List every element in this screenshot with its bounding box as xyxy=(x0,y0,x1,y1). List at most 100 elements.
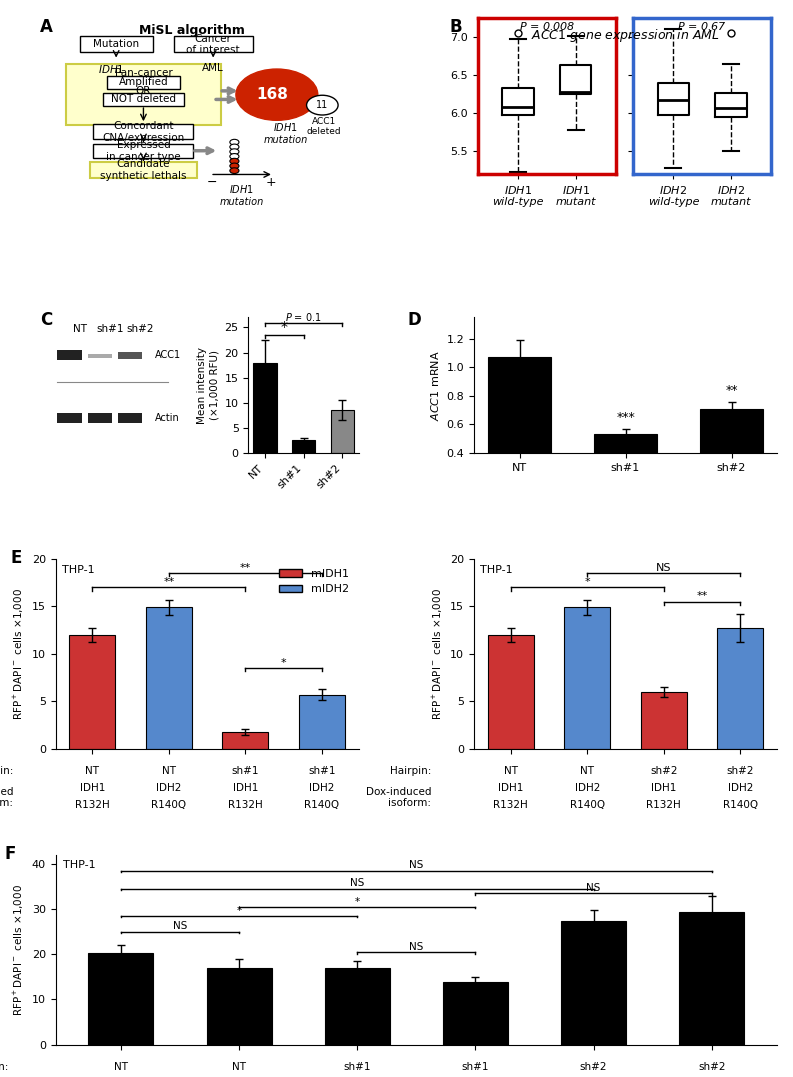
Text: NS: NS xyxy=(409,861,423,870)
Legend: mIDH1, mIDH2: mIDH1, mIDH2 xyxy=(275,564,353,599)
Text: sh#2: sh#2 xyxy=(726,766,754,775)
Text: sh#2: sh#2 xyxy=(650,766,677,775)
Text: MiSL algorithm: MiSL algorithm xyxy=(139,25,245,38)
Text: R132H: R132H xyxy=(646,800,681,810)
FancyBboxPatch shape xyxy=(107,75,180,89)
Text: R132H: R132H xyxy=(75,800,109,810)
Bar xyxy=(292,440,315,453)
Bar xyxy=(57,350,82,360)
Bar xyxy=(299,695,345,749)
FancyBboxPatch shape xyxy=(94,124,193,139)
Text: E: E xyxy=(10,549,21,568)
Text: IDH2: IDH2 xyxy=(728,783,753,793)
Bar xyxy=(718,628,764,749)
Text: −: − xyxy=(206,177,217,190)
Text: R132H: R132H xyxy=(228,800,262,810)
Text: sh#1: sh#1 xyxy=(97,324,124,334)
Text: Pan-cancer: Pan-cancer xyxy=(114,68,172,79)
Text: NT: NT xyxy=(73,324,87,334)
Text: sh#2: sh#2 xyxy=(127,324,155,334)
Text: $P$ = 0.67: $P$ = 0.67 xyxy=(677,19,727,31)
Text: $P$ = 0.008: $P$ = 0.008 xyxy=(519,19,575,31)
Text: R132H: R132H xyxy=(493,800,528,810)
Text: *: * xyxy=(281,320,288,334)
Text: sh#1: sh#1 xyxy=(308,766,335,775)
Text: Dox-induced
isoform:: Dox-induced isoform: xyxy=(366,787,431,809)
Text: NT: NT xyxy=(114,1062,128,1072)
Bar xyxy=(206,968,271,1045)
Text: $IDH1$
mutation: $IDH1$ mutation xyxy=(264,122,308,145)
Text: Expressed
in cancer type: Expressed in cancer type xyxy=(106,140,181,162)
Text: NS: NS xyxy=(173,922,187,932)
Text: sh#1: sh#1 xyxy=(343,1062,371,1072)
Circle shape xyxy=(230,144,239,150)
Text: **: ** xyxy=(726,384,737,397)
Text: IDH1: IDH1 xyxy=(498,783,523,793)
Text: F: F xyxy=(5,845,17,864)
Circle shape xyxy=(230,158,239,164)
Circle shape xyxy=(230,168,239,173)
Text: Concordant
CNA/expression: Concordant CNA/expression xyxy=(102,121,185,142)
Text: OR: OR xyxy=(136,86,151,96)
Y-axis label: RFP$^+$DAPI$^-$ cells ×1,000: RFP$^+$DAPI$^-$ cells ×1,000 xyxy=(12,588,26,719)
Bar xyxy=(69,634,115,749)
Text: A: A xyxy=(40,17,53,36)
Y-axis label: $ACC1$ mRNA: $ACC1$ mRNA xyxy=(429,350,441,421)
Bar xyxy=(88,953,153,1045)
Bar xyxy=(680,912,745,1045)
Text: **: ** xyxy=(696,591,707,601)
Text: ACC1: ACC1 xyxy=(155,350,181,360)
FancyBboxPatch shape xyxy=(94,143,193,158)
Text: *: * xyxy=(281,658,286,668)
Text: IDH2: IDH2 xyxy=(309,783,335,793)
Text: $P$ = 0.1: $P$ = 0.1 xyxy=(285,311,322,323)
Text: NT: NT xyxy=(504,766,518,775)
Text: IDH1: IDH1 xyxy=(79,783,105,793)
Bar xyxy=(118,414,143,423)
Text: 168: 168 xyxy=(256,87,288,102)
Text: THP-1: THP-1 xyxy=(62,564,94,575)
Y-axis label: RFP$^+$DAPI$^-$ cells ×1,000: RFP$^+$DAPI$^-$ cells ×1,000 xyxy=(431,588,445,719)
Bar xyxy=(222,731,268,749)
Y-axis label: Mean intensity
(×1,000 RFU): Mean intensity (×1,000 RFU) xyxy=(197,347,219,423)
Text: sh#2: sh#2 xyxy=(698,1062,726,1072)
Bar xyxy=(118,352,143,359)
Text: IDH2: IDH2 xyxy=(156,783,182,793)
Bar xyxy=(146,607,192,749)
FancyBboxPatch shape xyxy=(66,65,220,125)
Circle shape xyxy=(230,154,239,159)
Text: Actin: Actin xyxy=(155,414,179,423)
Text: $IDH1$: $IDH1$ xyxy=(98,62,125,75)
Text: D: D xyxy=(408,310,421,328)
Text: IDH1: IDH1 xyxy=(232,783,258,793)
Text: *: * xyxy=(236,906,242,915)
Text: **: ** xyxy=(239,562,251,573)
Text: AML: AML xyxy=(202,62,224,73)
Text: R140Q: R140Q xyxy=(151,800,186,810)
Text: ***: *** xyxy=(616,411,635,424)
Circle shape xyxy=(236,69,318,121)
Bar xyxy=(488,358,551,510)
Text: sh#2: sh#2 xyxy=(580,1062,607,1072)
Text: B: B xyxy=(450,17,462,36)
Bar xyxy=(331,410,354,453)
Text: R140Q: R140Q xyxy=(305,800,339,810)
Bar xyxy=(488,634,534,749)
Text: Hairpin:: Hairpin: xyxy=(0,1062,9,1072)
FancyBboxPatch shape xyxy=(80,37,152,53)
Text: R140Q: R140Q xyxy=(723,800,758,810)
Bar xyxy=(254,363,277,453)
Bar xyxy=(641,691,687,749)
Bar xyxy=(561,921,626,1045)
Text: NS: NS xyxy=(409,941,423,952)
Text: sh#1: sh#1 xyxy=(462,1062,489,1072)
Bar xyxy=(324,968,389,1045)
Text: 11: 11 xyxy=(316,100,328,110)
Text: $IDH1$
mutation: $IDH1$ mutation xyxy=(220,183,264,207)
Text: NT: NT xyxy=(86,766,99,775)
Circle shape xyxy=(230,139,239,145)
Bar xyxy=(565,607,611,749)
Text: THP-1: THP-1 xyxy=(480,564,512,575)
Text: THP-1: THP-1 xyxy=(63,861,95,870)
Text: $ACC1$ gene expression in AML: $ACC1$ gene expression in AML xyxy=(531,27,720,44)
